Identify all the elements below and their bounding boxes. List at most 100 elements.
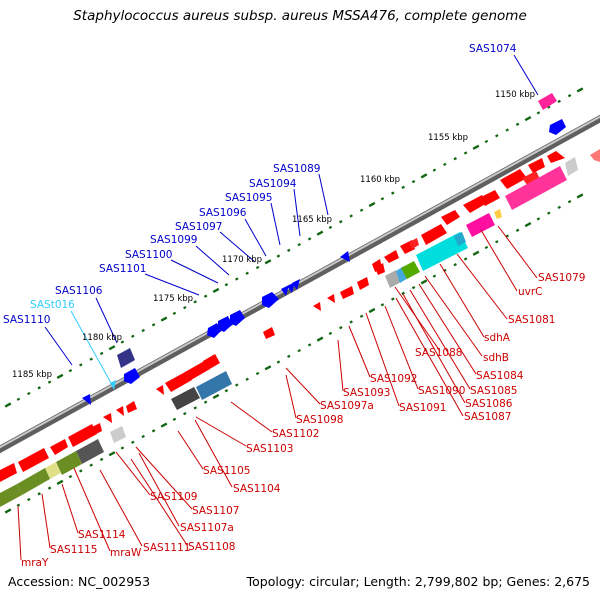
- gene-leader-line: [365, 312, 400, 407]
- forward-feature: [218, 316, 232, 332]
- scale-tick: [203, 400, 208, 404]
- scale-tick: [89, 463, 93, 467]
- gene-leader-line: [170, 259, 219, 284]
- scale-tick: [316, 336, 324, 342]
- reverse-feature: [103, 413, 112, 423]
- scale-tick: [287, 248, 291, 252]
- scale-tick: [349, 214, 353, 218]
- forward-gene-label: SAS1099: [150, 234, 197, 246]
- scale-tick: [108, 345, 116, 351]
- scale-tick: [264, 365, 272, 371]
- reverse-gene-label: SAS1079: [538, 272, 585, 284]
- gene-leader-line: [337, 339, 344, 392]
- scale-tick: [567, 200, 572, 204]
- reverse-feature: [375, 263, 385, 275]
- kbp-label: 1155 kbp: [428, 133, 468, 143]
- scale-tick: [245, 377, 249, 381]
- forward-gene-label: SAS1094: [249, 178, 297, 190]
- forward-feature: [538, 93, 557, 110]
- scale-tick: [420, 279, 428, 285]
- gene-leader-line: [348, 325, 371, 378]
- map-title: Staphylococcus aureus subsp. aureus MSSA…: [73, 8, 527, 24]
- scale-tick: [524, 221, 532, 228]
- reverse-feature: [313, 302, 321, 311]
- gene-labels: SAS1074 SAS1089 SAS1094 SAS1095 SAS1096 SAS10…: [3, 43, 585, 569]
- scale-tick: [411, 179, 416, 184]
- scale-tick: [131, 440, 135, 444]
- scale-tick: [339, 220, 343, 224]
- kbp-label: 1185 kbp: [12, 370, 52, 380]
- forward-feature: [549, 119, 566, 135]
- reverse-feature: [17, 468, 50, 495]
- reverse-feature: [528, 158, 545, 173]
- scale-tick: [567, 94, 572, 98]
- forward-gene-label: SAS1095: [225, 192, 272, 204]
- reverse-feature: [401, 261, 420, 279]
- scale-tick: [557, 99, 561, 104]
- scale-tick: [183, 305, 187, 310]
- gene-leader-line: [439, 263, 485, 338]
- scale-tick: [79, 469, 83, 473]
- scale-tick: [141, 328, 145, 333]
- scale-tick: [276, 254, 281, 258]
- scale-tick: [264, 259, 272, 265]
- reverse-gene-label: sdhB: [483, 352, 509, 364]
- scale-tick: [203, 294, 208, 298]
- scale-tick: [536, 111, 541, 115]
- forward-feature: [292, 279, 300, 290]
- gene-leader-line: [73, 467, 111, 552]
- scale-tick: [16, 503, 21, 507]
- forward-gene-label: SAS1097: [175, 221, 222, 233]
- reverse-feature: [385, 270, 401, 288]
- reverse-feature: [522, 171, 540, 186]
- scale-tick: [108, 451, 116, 457]
- scale-tick: [193, 300, 197, 304]
- scale-tick: [547, 105, 551, 109]
- genome-summary: Topology: circular; Length: 2,799,802 bp…: [246, 574, 590, 589]
- reverse-gene-label: SAS1097a: [320, 400, 374, 412]
- reverse-feature: [56, 451, 82, 475]
- reverse-feature: [165, 371, 192, 392]
- reverse-gene-label: SAS1091: [399, 402, 446, 414]
- reverse-features: [0, 149, 600, 507]
- scale-tick: [37, 386, 41, 390]
- scale-tick: [4, 402, 12, 408]
- scale-tick: [255, 265, 260, 270]
- scale-tick: [68, 368, 73, 373]
- reverse-feature: [126, 401, 137, 413]
- gene-leader-line: [195, 245, 230, 276]
- scale-tick: [47, 380, 52, 384]
- forward-gene-label: SASt016: [30, 299, 75, 311]
- scale-tick: [328, 331, 333, 336]
- forward-gene-label: SAS1074: [469, 43, 517, 55]
- scale-tick: [380, 197, 385, 201]
- scale-tick: [432, 168, 437, 172]
- reverse-feature: [479, 190, 500, 206]
- scale-tick: [316, 230, 324, 236]
- gene-leader-line: [293, 188, 301, 237]
- reverse-gene-label: SAS1088: [415, 347, 462, 359]
- scale-tick: [391, 191, 395, 195]
- scale-tick: [420, 173, 428, 179]
- scale-tick: [328, 225, 333, 230]
- gene-leader-line: [402, 293, 466, 404]
- reverse-gene-label: SAS1085: [470, 385, 517, 397]
- gene-leader-line: [285, 374, 297, 419]
- gene-leader-line: [456, 253, 508, 320]
- reverse-feature: [196, 371, 232, 400]
- reverse-feature: [340, 286, 354, 299]
- scale-tick: [453, 157, 457, 161]
- scale-tick: [349, 320, 353, 324]
- scale-tick: [380, 303, 385, 307]
- scale-tick: [224, 283, 229, 287]
- scale-tick: [131, 334, 135, 338]
- reverse-feature: [0, 463, 17, 482]
- kbp-labels: 1150 kbp 1155 kbp 1160 kbp 1165 kbp 1170 kbp…: [12, 90, 535, 380]
- scale-tick: [276, 360, 281, 364]
- forward-gene-label: SAS1110: [3, 314, 50, 326]
- gene-leader-line: [194, 419, 233, 488]
- reverse-gene-label: SAS1107a: [180, 522, 234, 534]
- reverse-feature: [565, 157, 578, 176]
- scale-tick: [183, 411, 187, 416]
- reverse-feature: [590, 149, 600, 162]
